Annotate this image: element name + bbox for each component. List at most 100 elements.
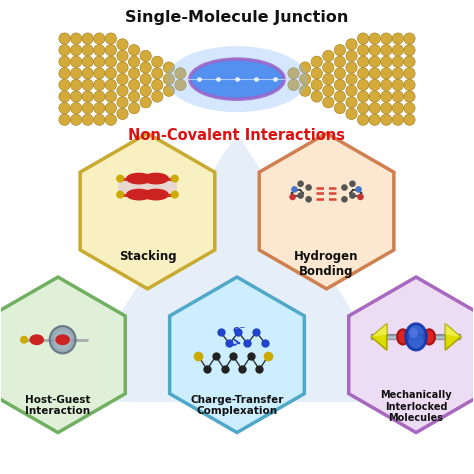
Circle shape	[311, 79, 322, 91]
Circle shape	[381, 79, 392, 91]
Circle shape	[357, 114, 369, 125]
Circle shape	[59, 33, 70, 44]
Circle shape	[369, 79, 380, 91]
Circle shape	[392, 68, 403, 79]
Circle shape	[369, 102, 380, 114]
Circle shape	[392, 91, 403, 102]
Circle shape	[105, 68, 117, 79]
Circle shape	[105, 56, 117, 67]
Polygon shape	[371, 324, 387, 337]
Circle shape	[117, 97, 128, 108]
Circle shape	[59, 56, 70, 67]
Circle shape	[140, 50, 151, 62]
Circle shape	[105, 102, 117, 114]
Circle shape	[346, 108, 357, 119]
Circle shape	[71, 91, 82, 102]
Circle shape	[71, 102, 82, 114]
Circle shape	[288, 68, 299, 79]
Circle shape	[350, 193, 355, 198]
Circle shape	[392, 45, 403, 56]
Circle shape	[172, 191, 178, 198]
Circle shape	[404, 79, 415, 91]
Circle shape	[152, 91, 163, 102]
Ellipse shape	[54, 330, 72, 350]
Polygon shape	[170, 277, 304, 433]
Ellipse shape	[127, 173, 151, 184]
Circle shape	[163, 85, 174, 96]
Polygon shape	[80, 133, 215, 289]
Circle shape	[334, 79, 346, 91]
Circle shape	[59, 68, 70, 79]
Circle shape	[175, 68, 186, 79]
Circle shape	[300, 73, 311, 85]
Text: Host-Guest
Interaction: Host-Guest Interaction	[25, 395, 91, 417]
Ellipse shape	[410, 328, 418, 338]
Circle shape	[300, 85, 311, 96]
Circle shape	[82, 45, 93, 56]
Circle shape	[357, 79, 369, 91]
Circle shape	[323, 50, 334, 62]
Circle shape	[311, 91, 322, 102]
Text: Charge-Transfer
Complexation: Charge-Transfer Complexation	[191, 395, 283, 417]
Polygon shape	[63, 133, 411, 402]
Ellipse shape	[144, 190, 168, 200]
Circle shape	[128, 79, 140, 91]
Polygon shape	[371, 324, 387, 350]
Circle shape	[381, 33, 392, 44]
Circle shape	[381, 56, 392, 67]
Circle shape	[298, 181, 303, 186]
Polygon shape	[445, 324, 461, 350]
Circle shape	[71, 79, 82, 91]
Ellipse shape	[166, 46, 308, 112]
Circle shape	[357, 68, 369, 79]
Circle shape	[59, 91, 70, 102]
Polygon shape	[0, 277, 125, 433]
Circle shape	[59, 79, 70, 91]
Circle shape	[94, 45, 105, 56]
Circle shape	[342, 185, 347, 190]
Circle shape	[369, 114, 380, 125]
Circle shape	[346, 85, 357, 96]
Circle shape	[152, 68, 163, 79]
Circle shape	[128, 91, 140, 102]
Circle shape	[117, 39, 128, 50]
Circle shape	[94, 114, 105, 125]
Circle shape	[346, 97, 357, 108]
Circle shape	[94, 102, 105, 114]
Circle shape	[357, 102, 369, 114]
Circle shape	[117, 50, 128, 62]
Text: Stacking: Stacking	[118, 250, 176, 263]
Circle shape	[334, 102, 346, 114]
Circle shape	[381, 102, 392, 114]
Circle shape	[128, 68, 140, 79]
Polygon shape	[259, 133, 394, 289]
Ellipse shape	[144, 173, 168, 184]
Ellipse shape	[50, 326, 76, 354]
Ellipse shape	[406, 324, 427, 350]
Circle shape	[334, 56, 346, 67]
Circle shape	[392, 33, 403, 44]
Circle shape	[71, 45, 82, 56]
Circle shape	[94, 68, 105, 79]
Circle shape	[71, 114, 82, 125]
Circle shape	[381, 68, 392, 79]
Circle shape	[381, 91, 392, 102]
Circle shape	[117, 73, 128, 85]
Circle shape	[163, 62, 174, 73]
Circle shape	[392, 102, 403, 114]
Circle shape	[172, 175, 178, 182]
Circle shape	[346, 50, 357, 62]
Circle shape	[292, 187, 297, 192]
Circle shape	[140, 73, 151, 85]
Circle shape	[82, 79, 93, 91]
Circle shape	[346, 62, 357, 73]
Circle shape	[71, 56, 82, 67]
Circle shape	[311, 56, 322, 67]
Circle shape	[356, 187, 361, 192]
Circle shape	[128, 102, 140, 114]
Circle shape	[404, 102, 415, 114]
Circle shape	[306, 185, 311, 190]
Circle shape	[357, 56, 369, 67]
Circle shape	[117, 175, 123, 182]
Circle shape	[59, 114, 70, 125]
